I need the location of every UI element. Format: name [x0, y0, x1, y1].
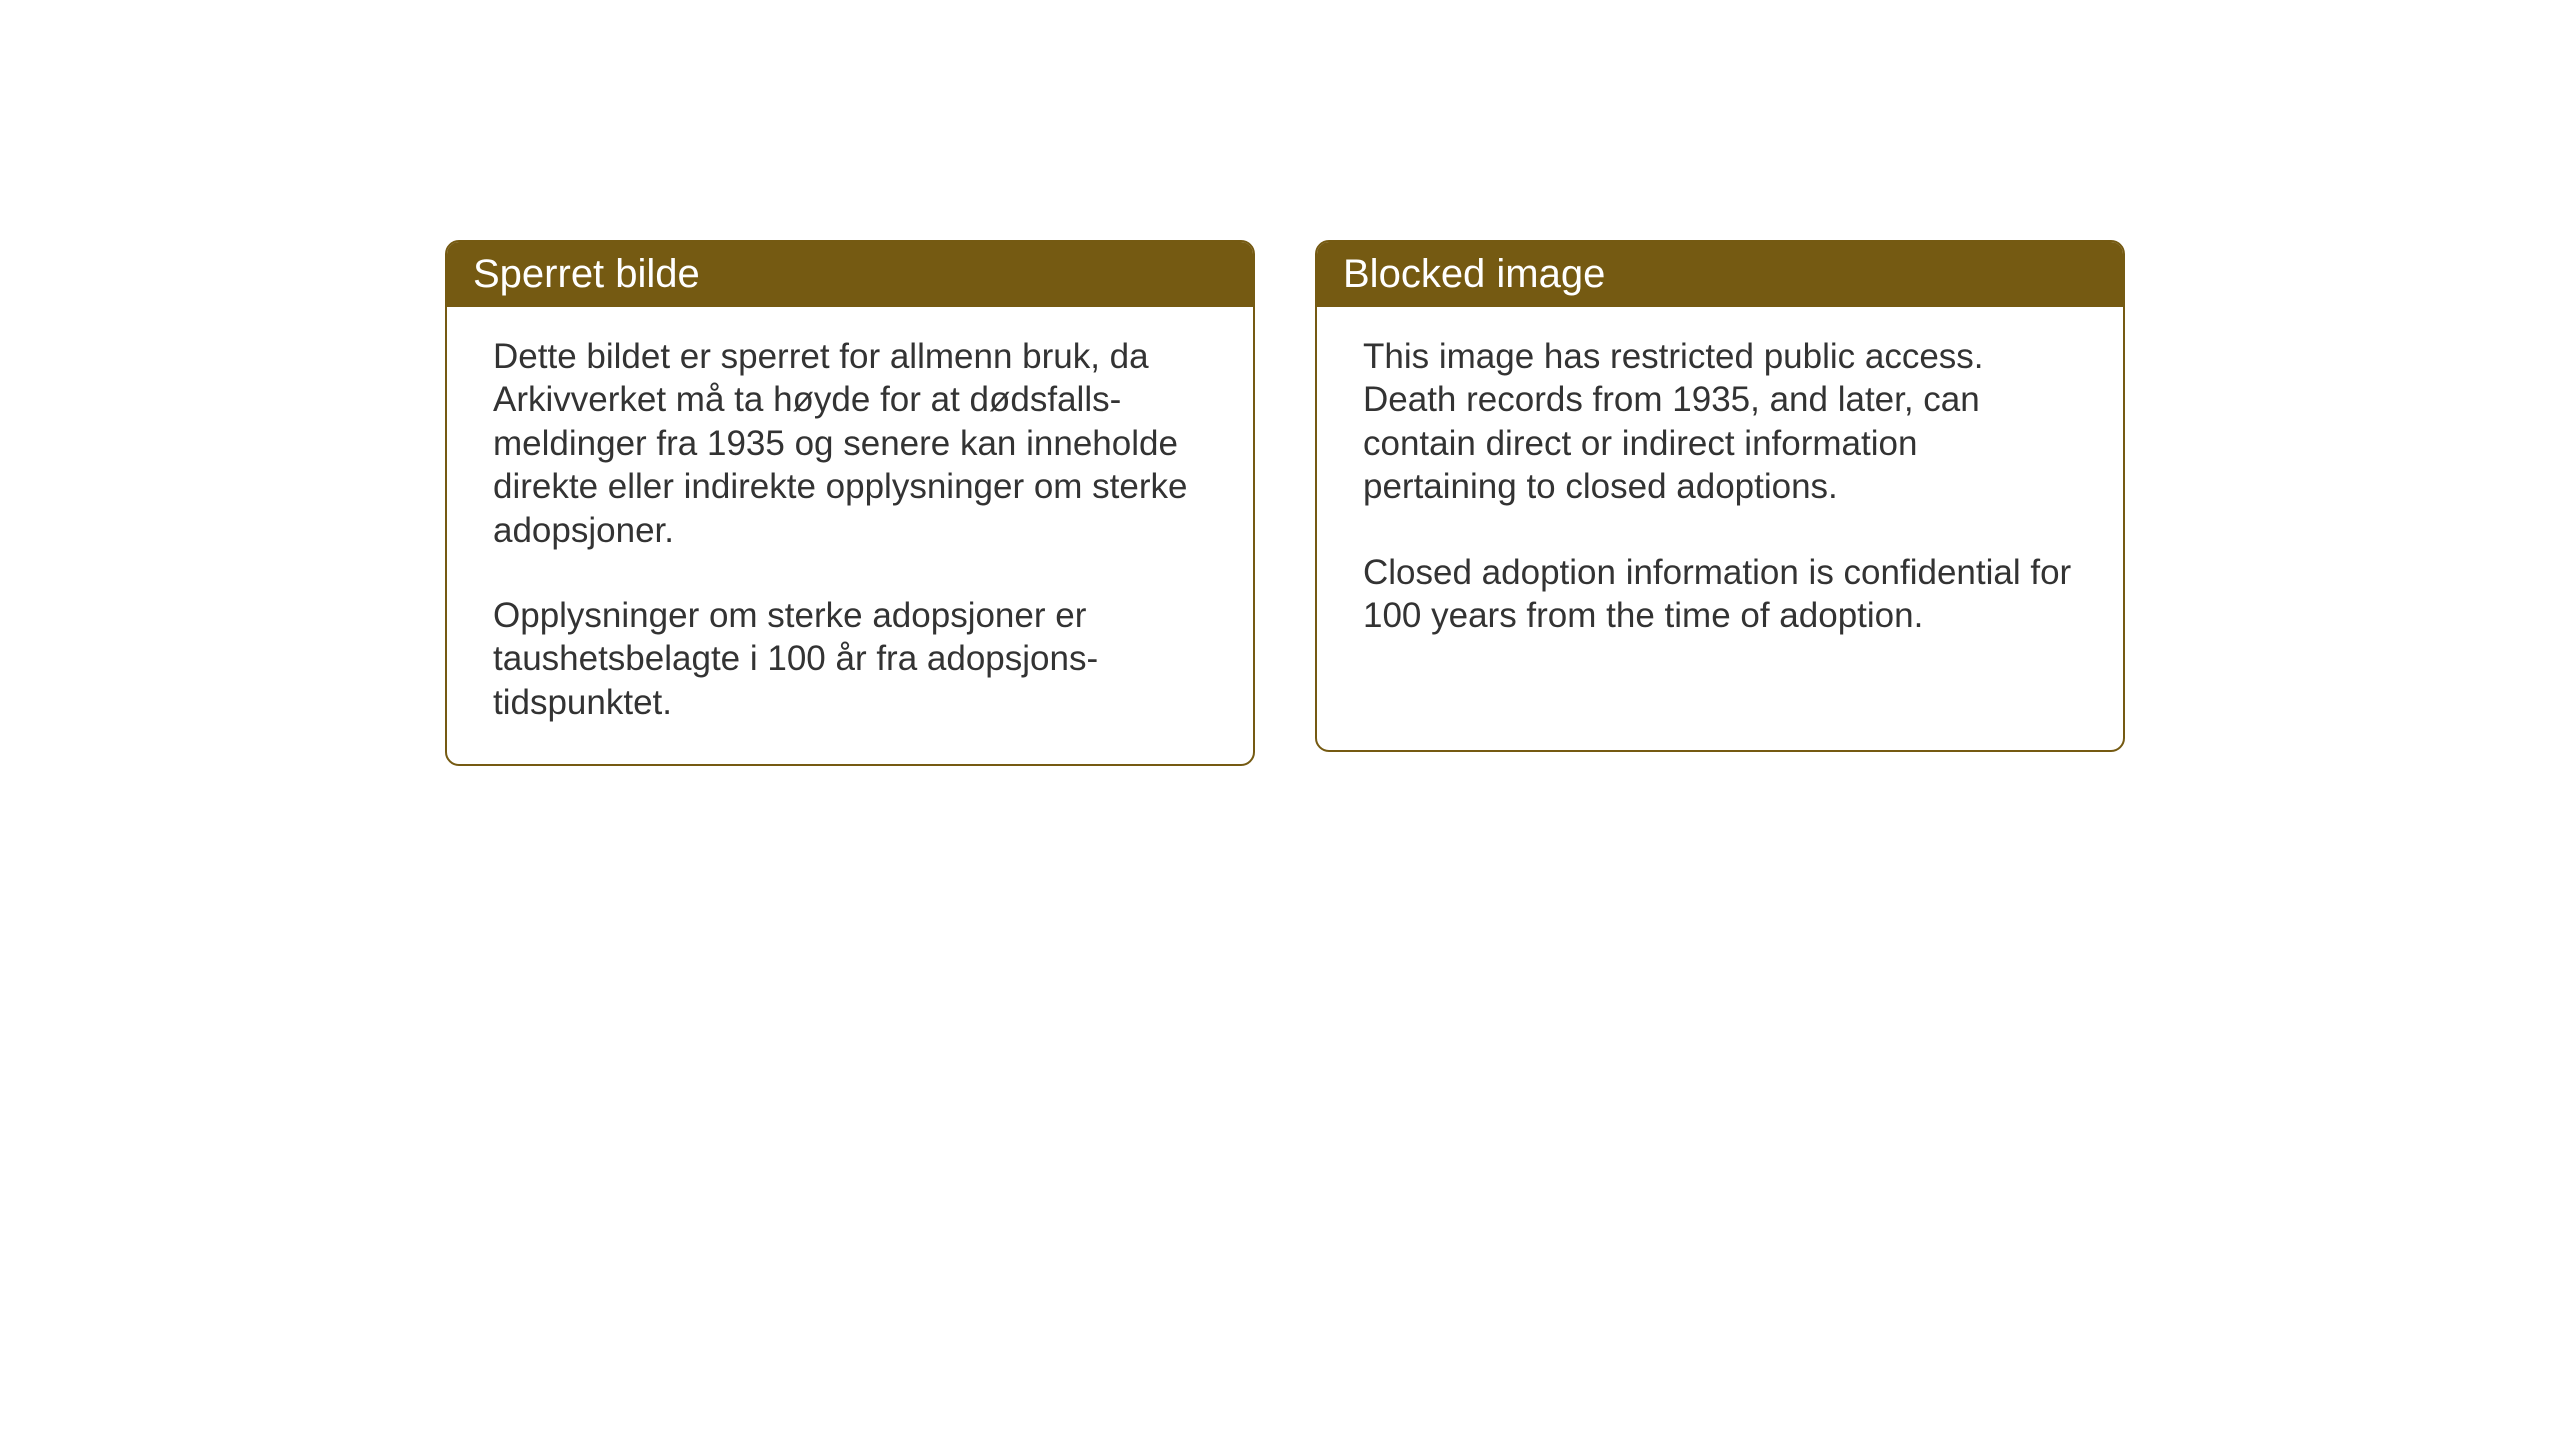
- notice-card-english: Blocked image This image has restricted …: [1315, 240, 2125, 752]
- paragraph-1-norwegian: Dette bildet er sperret for allmenn bruk…: [493, 335, 1207, 552]
- card-body-norwegian: Dette bildet er sperret for allmenn bruk…: [447, 307, 1253, 764]
- card-title-norwegian: Sperret bilde: [447, 242, 1253, 307]
- paragraph-2-norwegian: Opplysninger om sterke adopsjoner er tau…: [493, 594, 1207, 724]
- paragraph-1-english: This image has restricted public access.…: [1363, 335, 2077, 509]
- card-title-english: Blocked image: [1317, 242, 2123, 307]
- paragraph-2-english: Closed adoption information is confident…: [1363, 551, 2077, 638]
- notice-cards-container: Sperret bilde Dette bildet er sperret fo…: [445, 240, 2125, 766]
- card-body-english: This image has restricted public access.…: [1317, 307, 2123, 677]
- notice-card-norwegian: Sperret bilde Dette bildet er sperret fo…: [445, 240, 1255, 766]
